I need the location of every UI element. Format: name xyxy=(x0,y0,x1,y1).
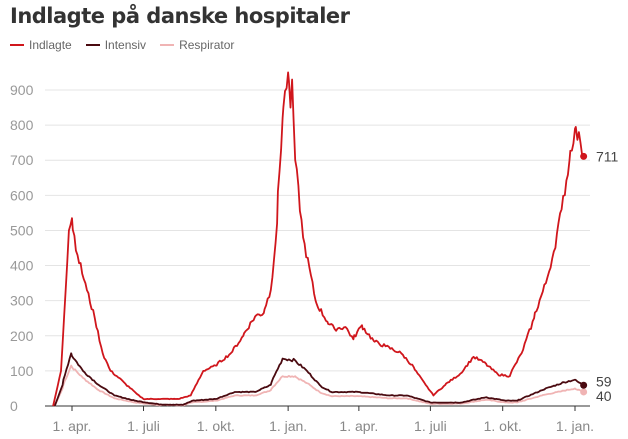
legend-label: Respirator xyxy=(179,38,235,52)
y-tick-label: 200 xyxy=(10,328,34,344)
y-tick-label: 600 xyxy=(10,187,34,203)
y-tick-label: 900 xyxy=(10,82,34,98)
x-tick-label: 1. okt. xyxy=(484,418,522,434)
y-tick-label: 500 xyxy=(10,222,34,238)
series-line-indlagte xyxy=(52,71,585,407)
x-tick-label: 1. apr. xyxy=(339,418,378,434)
series-line-respirator xyxy=(53,364,584,407)
x-tick-label: 1. juli xyxy=(414,418,447,434)
legend-item-respirator: Respirator xyxy=(160,38,234,52)
legend-swatch xyxy=(10,44,24,46)
chart-title: Indlagte på danske hospitaler xyxy=(10,4,350,28)
x-tick-label: 1. okt. xyxy=(197,418,235,434)
x-tick-label: 1. juli xyxy=(127,418,160,434)
y-tick-label: 100 xyxy=(10,363,34,379)
legend: Indlagte Intensiv Respirator xyxy=(10,38,234,52)
legend-label: Intensiv xyxy=(104,38,147,52)
series-line-intensiv xyxy=(53,352,585,407)
end-label-indlagte: 711 xyxy=(596,148,619,164)
y-tick-label: 300 xyxy=(10,293,34,309)
x-tick-label: 1. apr. xyxy=(53,418,92,434)
end-dot-respirator xyxy=(580,388,588,396)
legend-label: Indlagte xyxy=(29,38,72,52)
end-label-intensiv: 59 xyxy=(596,373,612,389)
legend-item-indlagte: Indlagte xyxy=(10,38,72,52)
y-tick-label: 400 xyxy=(10,258,34,274)
legend-swatch xyxy=(85,44,100,46)
y-tick-label: 700 xyxy=(10,152,34,168)
x-tick-label: 1. jan. xyxy=(556,418,594,434)
end-dot-intensiv xyxy=(580,381,588,389)
legend-item-intensiv: Intensiv xyxy=(85,38,147,52)
end-label-respirator: 40 xyxy=(596,388,612,404)
legend-swatch xyxy=(160,44,175,46)
y-tick-label: 0 xyxy=(10,398,18,414)
end-dot-indlagte xyxy=(580,152,588,160)
y-tick-label: 800 xyxy=(10,117,34,133)
x-tick-label: 1. jan. xyxy=(269,418,307,434)
